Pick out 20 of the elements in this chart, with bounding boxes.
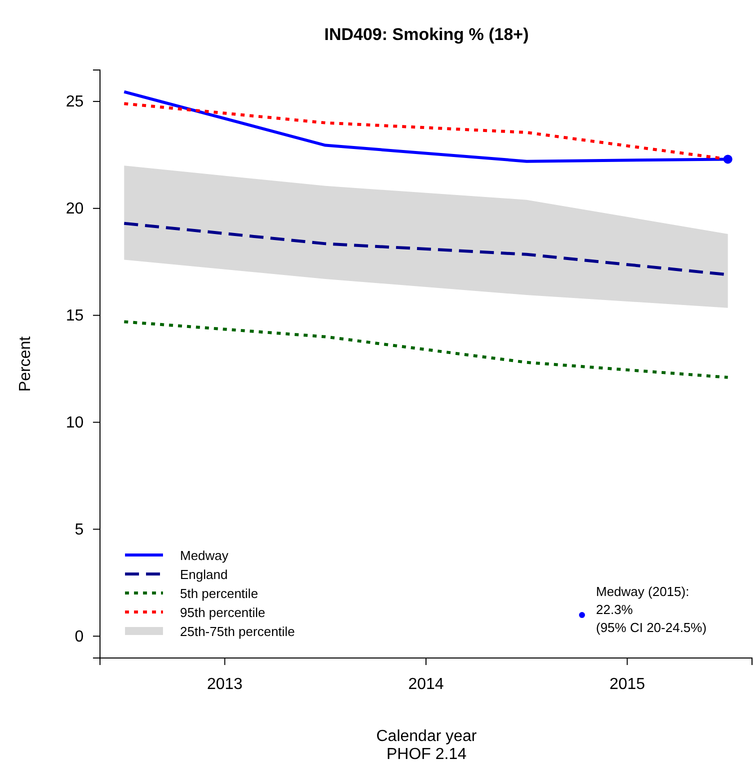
legend-label: 25th-75th percentile	[180, 624, 295, 639]
y-tick-label: 25	[66, 94, 84, 111]
chart-title: IND409: Smoking % (18+)	[324, 25, 529, 44]
x-tick-label: 2015	[609, 676, 646, 693]
y-tick-label: 5	[74, 521, 84, 538]
annotation: Medway (2015): 22.3% (95% CI 20-24.5%)	[596, 584, 707, 635]
legend-label: Medway	[180, 548, 229, 563]
legend-label: 95th percentile	[180, 605, 266, 620]
legend-label: 5th percentile	[180, 586, 258, 601]
y-axis-title: Percent	[17, 336, 34, 392]
y-tick-label: 0	[74, 628, 84, 646]
text: PHOF 2.14	[386, 746, 467, 763]
y-tick-label: 20	[66, 200, 84, 218]
x-tick-label: 2014	[408, 676, 444, 693]
y-tick-label: 10	[66, 414, 84, 432]
x-axis-title: Calendar year	[376, 728, 478, 745]
y-tick-label: 15	[66, 307, 84, 324]
legend-label: England	[180, 567, 228, 582]
line-series	[122, 320, 730, 379]
x-tick-label: 2013	[206, 676, 243, 693]
